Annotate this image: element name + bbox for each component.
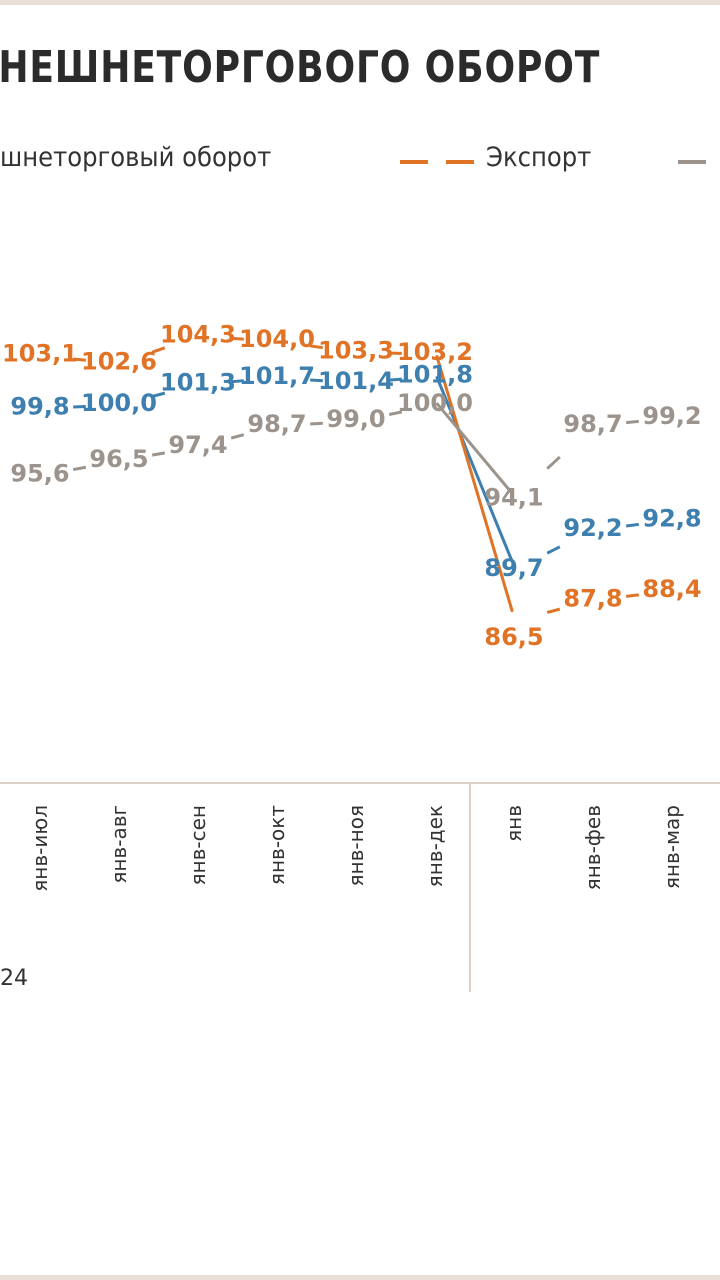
series-2-segment (626, 419, 639, 425)
series-1-data-label: 87,8 (563, 584, 622, 612)
series-1-segment (231, 336, 244, 341)
x-tick-label: янв-дек (423, 805, 447, 887)
series-1-data-label: 102,6 (81, 348, 157, 376)
series-0-data-label: 101,7 (239, 362, 315, 390)
series-2-data-label: 100,0 (397, 389, 473, 417)
series-1-segment (625, 593, 640, 598)
series-1-segment (309, 344, 324, 350)
x-tick-label: янв-фев (581, 805, 605, 890)
series-0-data-label: 101,8 (397, 360, 473, 388)
series-2-data-label: 97,4 (168, 431, 227, 459)
series-0-segment (151, 391, 166, 398)
series-0-data-label: 101,3 (160, 368, 236, 396)
year-label: 24 (0, 966, 28, 991)
series-0-data-label: 92,2 (563, 514, 622, 542)
series-1-data-label: 103,2 (397, 338, 473, 366)
top-border (0, 0, 720, 5)
series-2-data-label: 94,1 (484, 484, 543, 512)
series-0-data-label: 89,7 (484, 554, 543, 582)
legend-export-label: Экспорт (486, 142, 592, 173)
legend-turnover-label: шнеторговый оборот (0, 142, 272, 173)
series-0-data-label: 99,8 (10, 392, 69, 420)
series-2-data-label: 98,7 (563, 410, 622, 438)
x-tick-label: янв-сен (186, 805, 210, 886)
series-0-data-label: 100,0 (81, 389, 157, 417)
chart-title: ВНЕШНЕТОРГОВОГО ОБОРОТ (0, 42, 601, 93)
legend-import-swatch (678, 160, 706, 164)
series-2-segment (230, 433, 245, 440)
series-1-segment (435, 354, 514, 613)
series-2-segment (388, 410, 403, 416)
series-2-data-label: 95,6 (10, 460, 69, 488)
series-2-segment (435, 402, 514, 495)
series-0-segment (310, 378, 323, 383)
series-1-data-label: 88,4 (642, 575, 701, 603)
x-tick-label: янв-авг (107, 805, 131, 884)
x-tick-label: янв (502, 805, 526, 842)
bottom-border (0, 1275, 720, 1280)
series-0-segment (435, 375, 514, 563)
x-tick-label: янв-окт (265, 805, 289, 885)
series-0-segment (389, 377, 402, 382)
series-2-segment (151, 451, 166, 457)
series-2-data-label: 99,0 (326, 405, 385, 433)
series-1-segment (73, 357, 86, 362)
series-1-data-label: 103,3 (318, 336, 394, 364)
legend-export-swatch (400, 160, 428, 164)
series-0-data-label: 92,8 (642, 504, 701, 532)
series-2-data-label: 98,7 (247, 410, 306, 438)
series-0-segment (231, 379, 244, 384)
series-1-segment (151, 346, 166, 354)
series-1-data-label: 104,0 (239, 325, 315, 353)
series-0-segment (625, 522, 640, 528)
series-2-segment (72, 465, 87, 472)
legend-export-swatch-2 (446, 160, 474, 164)
series-0-segment (546, 545, 561, 555)
series-1-data-label: 104,3 (160, 320, 236, 348)
series-2-segment (310, 421, 323, 426)
series-2-segment (546, 455, 561, 470)
x-tick-label: янв-ноя (344, 805, 368, 886)
series-2-data-label: 96,5 (89, 445, 148, 473)
series-1-segment (546, 607, 561, 614)
series-1-data-label: 103,1 (2, 340, 78, 368)
series-1-data-label: 86,5 (484, 623, 543, 651)
series-2-data-label: 99,2 (642, 402, 701, 430)
x-tick-label: янв-мар (660, 805, 684, 889)
x-tick-label: янв-июл (28, 805, 52, 892)
series-0-segment (73, 405, 86, 409)
series-0-data-label: 101,4 (318, 367, 394, 395)
